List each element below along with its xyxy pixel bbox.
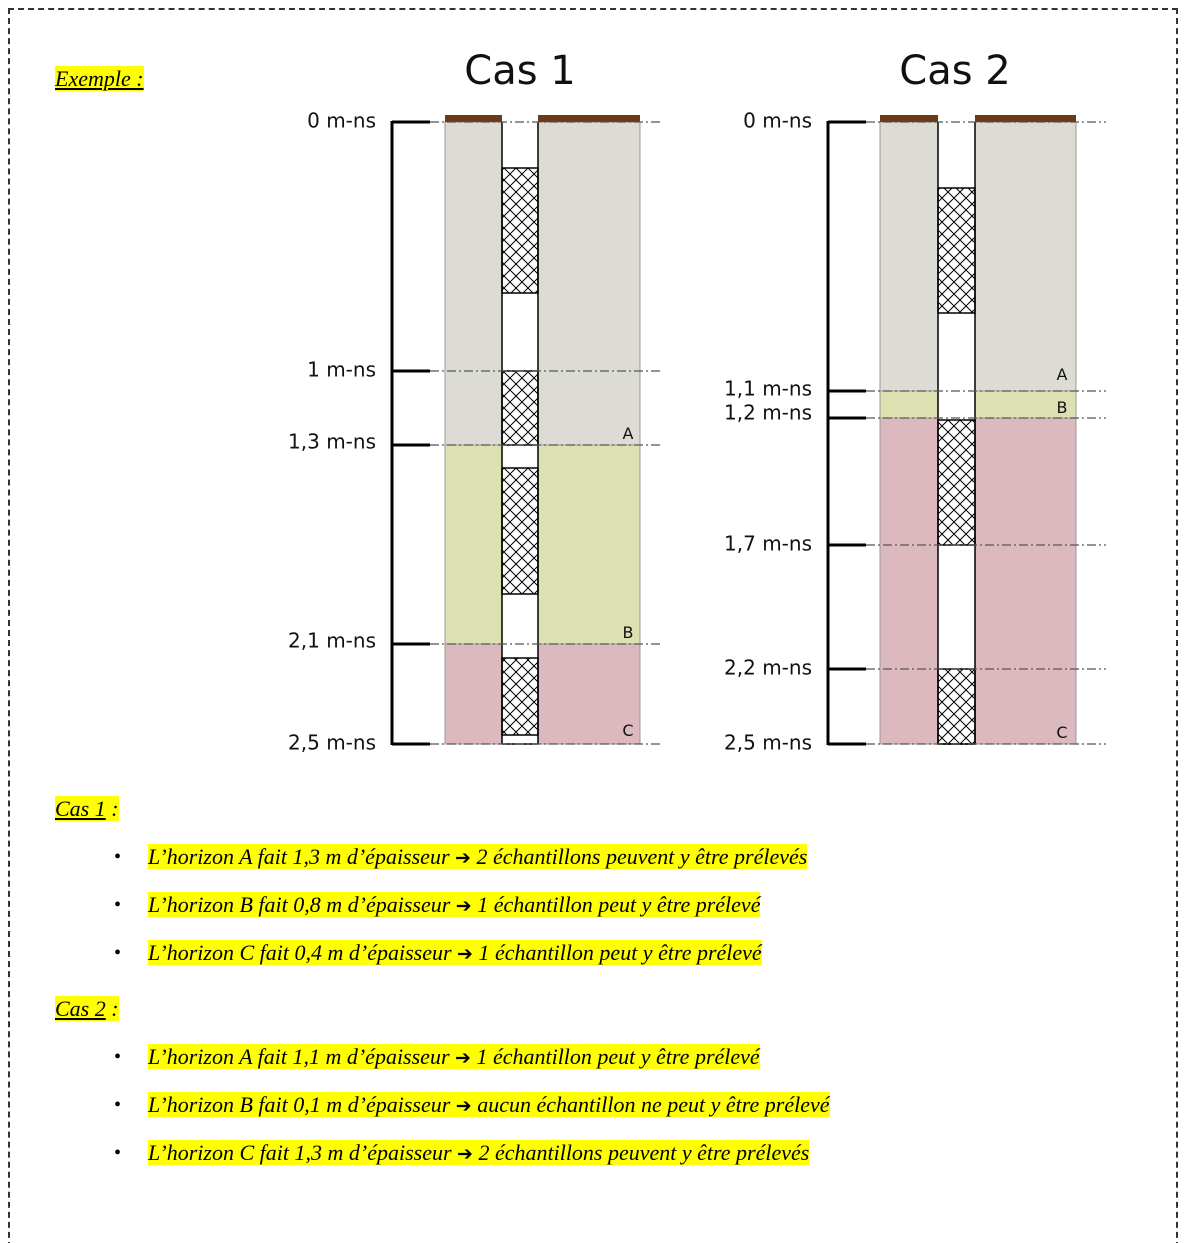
page: Exemple : Cas 1 0 m-ns 1 m-ns 1,3 m-ns 2…	[0, 0, 1184, 1243]
item-arrow: ➔	[457, 1143, 473, 1165]
bullet: •	[114, 846, 121, 869]
item-text: L’horizon A fait 1,1 m d’épaisseur	[148, 1044, 450, 1069]
item-arrow: ➔	[456, 895, 472, 917]
item-arrow: ➔	[455, 847, 471, 869]
item-text: L’horizon C fait 1,3 m d’épaisseur	[148, 1140, 452, 1165]
heading-highlight: Cas 2 :	[55, 996, 119, 1021]
depth-label: 0 m-ns	[743, 109, 812, 133]
bullet-item: L’horizon C fait 0,4 m d’épaisseur ➔ 1 é…	[148, 940, 762, 966]
heading-text: Cas 2	[55, 996, 106, 1021]
bullet-item: L’horizon B fait 0,8 m d’épaisseur ➔ 1 é…	[148, 892, 760, 918]
item-result: 2 échantillons peuvent y être prélevés	[476, 844, 807, 869]
well-screen	[938, 420, 975, 545]
horizon-label: C	[622, 721, 633, 740]
depth-label: 2,5 m-ns	[724, 731, 812, 755]
item-highlight: L’horizon C fait 0,4 m d’épaisseur ➔ 1 é…	[148, 940, 762, 965]
depth-label: 2,5 m-ns	[288, 731, 376, 755]
bullet: •	[114, 1094, 121, 1117]
soil-shape	[445, 122, 502, 445]
depth-label: 0 m-ns	[307, 109, 376, 133]
item-result: 1 échantillon peut y être prélevé	[476, 1044, 759, 1069]
item-arrow: ➔	[457, 943, 473, 965]
bullet-item: L’horizon B fait 0,1 m d’épaisseur ➔ auc…	[148, 1092, 830, 1118]
soil-shape	[975, 418, 1076, 744]
soil-shape	[538, 445, 640, 644]
bullet: •	[114, 894, 121, 917]
soil-shape	[538, 122, 640, 445]
item-highlight: L’horizon A fait 1,1 m d’épaisseur ➔ 1 é…	[148, 1044, 760, 1069]
item-text: L’horizon B fait 0,8 m d’épaisseur	[148, 892, 450, 917]
well-screen	[502, 168, 538, 293]
soil-shape	[445, 445, 502, 644]
horizon-label: B	[1057, 398, 1068, 417]
item-highlight: L’horizon C fait 1,3 m d’épaisseur ➔ 2 é…	[148, 1140, 809, 1165]
bullet: •	[114, 1142, 121, 1165]
bullet: •	[114, 1046, 121, 1069]
horizon-label: A	[623, 424, 634, 443]
case-1: Cas 1 0 m-ns 1 m-ns 1,3 m-ns 2,1 m-ns 2,…	[288, 48, 662, 755]
soil-shape	[880, 418, 938, 744]
depth-label: 2,2 m-ns	[724, 656, 812, 680]
item-arrow: ➔	[455, 1047, 471, 1069]
depth-label: 1,2 m-ns	[724, 401, 812, 425]
item-text: L’horizon A fait 1,3 m d’épaisseur	[148, 844, 450, 869]
bullet-item: L’horizon A fait 1,1 m d’épaisseur ➔ 1 é…	[148, 1044, 760, 1070]
heading-text: Cas 1	[55, 796, 106, 821]
item-result: 1 échantillon peut y être prélevé	[477, 892, 760, 917]
soil-shape	[975, 115, 1076, 122]
soil-shape	[975, 122, 1076, 391]
item-result: 1 échantillon peut y être prélevé	[478, 940, 761, 965]
heading-separator: :	[111, 796, 118, 821]
case-title: Cas 2	[899, 48, 1010, 94]
item-highlight: L’horizon B fait 0,1 m d’épaisseur ➔ auc…	[148, 1092, 830, 1117]
bullet: •	[114, 942, 121, 965]
item-highlight: L’horizon A fait 1,3 m d’épaisseur ➔ 2 é…	[148, 844, 807, 869]
horizon-label: C	[1056, 723, 1067, 742]
item-result: aucun échantillon ne peut y être prélevé	[477, 1092, 829, 1117]
depth-label: 2,1 m-ns	[288, 629, 376, 653]
bullet-item: L’horizon A fait 1,3 m d’épaisseur ➔ 2 é…	[148, 844, 807, 870]
well-screen	[938, 188, 975, 313]
heading-highlight: Cas 1 :	[55, 796, 119, 821]
case-2: Cas 2 0 m-ns 1,1 m-ns 1,2 m-ns 1,7 m-ns …	[724, 48, 1106, 755]
well-screen	[502, 371, 538, 445]
soil-shape	[880, 391, 938, 418]
soil-shape	[880, 122, 938, 391]
item-text: L’horizon B fait 0,1 m d’épaisseur	[148, 1092, 450, 1117]
soil-shape	[538, 115, 640, 122]
depth-label: 1,7 m-ns	[724, 532, 812, 556]
well-screen	[938, 669, 975, 744]
depth-label: 1,3 m-ns	[288, 430, 376, 454]
item-result: 2 échantillons peuvent y être prélevés	[478, 1140, 809, 1165]
well-screen	[502, 468, 538, 594]
case-title: Cas 1	[464, 48, 575, 94]
heading-separator: :	[111, 996, 118, 1021]
soil-shape	[445, 115, 502, 122]
item-highlight: L’horizon B fait 0,8 m d’épaisseur ➔ 1 é…	[148, 892, 760, 917]
soil-shape	[445, 644, 502, 744]
depth-label: 1 m-ns	[307, 358, 376, 382]
item-text: L’horizon C fait 0,4 m d’épaisseur	[148, 940, 452, 965]
bullet-item: L’horizon C fait 1,3 m d’épaisseur ➔ 2 é…	[148, 1140, 809, 1166]
section-heading: Cas 1 :	[55, 796, 119, 822]
horizon-label: A	[1057, 365, 1068, 384]
section-heading: Cas 2 :	[55, 996, 119, 1022]
soil-shape	[880, 115, 938, 122]
horizon-label: B	[623, 623, 634, 642]
well-screen	[502, 658, 538, 735]
item-arrow: ➔	[456, 1095, 472, 1117]
diagram: Cas 1 0 m-ns 1 m-ns 1,3 m-ns 2,1 m-ns 2,…	[0, 0, 1184, 780]
depth-label: 1,1 m-ns	[724, 377, 812, 401]
